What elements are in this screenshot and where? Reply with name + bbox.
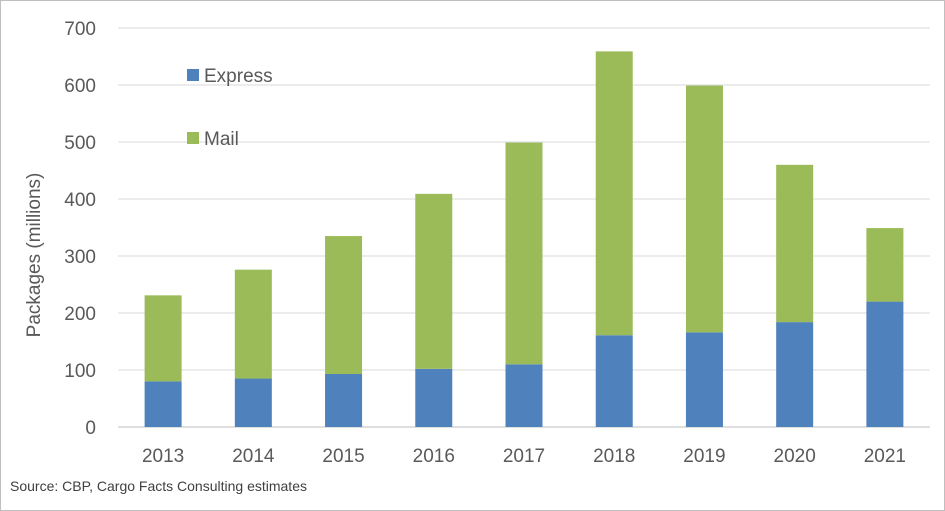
y-tick-label: 100 xyxy=(64,361,96,382)
x-tick-label: 2013 xyxy=(142,446,184,467)
y-tick-label: 200 xyxy=(64,304,96,325)
bar-express-2021 xyxy=(866,301,904,427)
bar-express-2015 xyxy=(325,373,363,427)
legend-label-mail: Mail xyxy=(204,129,239,150)
y-axis-label: Packages (millions) xyxy=(24,173,45,338)
x-tick-label: 2021 xyxy=(864,446,906,467)
source-note: Source: CBP, Cargo Facts Consulting esti… xyxy=(10,478,307,494)
bar-mail-2019 xyxy=(685,85,723,333)
bar-mail-2013 xyxy=(144,295,182,382)
y-tick-label: 400 xyxy=(64,190,96,211)
bar-mail-2015 xyxy=(325,236,363,374)
y-tick-label: 600 xyxy=(64,76,96,97)
bar-express-2018 xyxy=(595,335,633,427)
bar-mail-2014 xyxy=(234,269,272,379)
y-tick-label: 700 xyxy=(64,19,96,40)
x-tick-label: 2020 xyxy=(774,446,816,467)
bar-mail-2017 xyxy=(505,142,543,365)
x-tick-label: 2014 xyxy=(232,446,275,467)
legend: Express Mail xyxy=(187,66,273,150)
x-tick-label: 2016 xyxy=(413,446,455,467)
bars xyxy=(144,51,904,427)
bar-express-2014 xyxy=(234,378,272,427)
legend-swatch-express xyxy=(187,69,199,81)
x-tick-label: 2017 xyxy=(503,446,545,467)
bar-mail-2021 xyxy=(866,228,904,302)
y-tick-label: 300 xyxy=(64,247,96,268)
bar-mail-2016 xyxy=(415,193,453,369)
legend-label-express: Express xyxy=(204,66,273,87)
bar-mail-2018 xyxy=(595,51,633,336)
y-tick-label: 500 xyxy=(64,133,96,154)
y-axis-tick-labels: 0 100 200 300 400 500 600 700 xyxy=(64,19,96,439)
bar-express-2013 xyxy=(144,381,182,427)
y-tick-label: 0 xyxy=(85,418,96,439)
legend-swatch-mail xyxy=(187,132,199,144)
x-tick-label: 2018 xyxy=(593,446,635,467)
bar-express-2017 xyxy=(505,364,543,427)
bar-express-2020 xyxy=(776,322,814,427)
x-axis-tick-labels: 2013 2014 2015 2016 2017 2018 2019 2020 2021 xyxy=(142,446,906,467)
bar-mail-2020 xyxy=(776,164,814,323)
bar-express-2016 xyxy=(415,368,453,427)
x-tick-label: 2019 xyxy=(683,446,725,467)
bar-express-2019 xyxy=(685,332,723,427)
x-tick-label: 2015 xyxy=(322,446,364,467)
